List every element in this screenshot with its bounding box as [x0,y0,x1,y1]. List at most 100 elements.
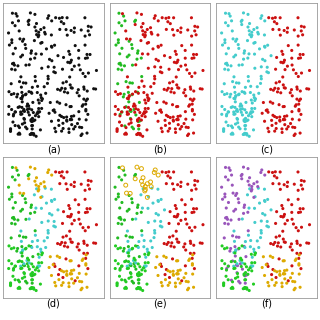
Point [126,207,132,212]
Point [262,273,267,278]
Point [6,266,11,271]
Point [142,34,147,39]
Point [252,252,257,257]
Point [156,273,161,278]
Point [222,37,228,42]
Point [169,240,174,245]
Point [153,111,158,116]
Point [148,184,154,189]
Point [83,56,88,61]
Point [165,268,171,273]
Point [136,107,141,112]
Point [242,91,247,96]
Point [252,98,257,103]
Point [34,28,39,33]
Point [132,176,138,181]
Point [230,79,235,84]
Point [254,25,260,30]
Point [232,266,237,271]
Point [230,233,235,238]
Point [39,106,44,111]
Point [152,74,157,79]
Point [87,32,92,37]
Point [246,205,252,211]
Point [113,89,118,94]
Point [117,61,123,66]
Point [11,266,16,271]
Point [134,132,139,137]
Point [124,279,129,284]
Point [138,131,143,136]
Point [186,132,191,137]
Point [162,207,167,212]
Point [39,220,44,225]
Point [230,125,235,130]
Point [258,81,263,86]
Point [231,109,236,115]
Point [31,110,36,115]
Point [168,209,173,214]
Point [276,181,282,186]
Point [251,92,256,98]
Point [235,117,240,122]
Point [17,190,22,196]
Point [244,132,250,138]
Point [241,57,246,62]
Point [68,28,74,33]
Point [244,264,249,269]
Point [116,246,121,251]
Point [183,48,188,53]
Point [55,100,60,105]
Point [262,44,267,49]
Point [174,117,180,122]
Point [232,250,237,255]
Point [43,186,48,191]
Point [127,262,132,268]
Point [32,38,37,43]
Point [83,210,88,215]
Point [172,214,177,219]
Point [265,219,270,224]
Point [84,206,90,211]
Point [232,244,237,249]
Point [285,64,290,69]
Point [136,91,141,96]
Point [75,275,80,280]
Point [192,183,197,188]
Point [138,118,143,124]
Point [150,245,155,250]
Point [23,279,28,284]
Point [285,184,290,189]
Point [175,182,180,187]
Point [295,169,300,174]
Point [128,270,133,275]
Point [66,49,71,54]
Point [6,185,11,190]
Point [52,107,57,112]
Point [122,124,127,129]
Point [133,267,139,272]
Point [185,182,190,187]
Point [29,285,34,290]
Point [65,187,70,192]
Point [11,112,16,117]
Point [170,102,175,107]
Point [282,239,287,244]
Point [12,217,17,222]
Point [69,114,74,119]
Point [117,112,123,117]
Point [191,97,196,102]
Point [277,79,282,84]
Point [187,102,192,107]
Point [278,187,283,192]
Point [246,74,251,79]
Point [248,84,253,89]
Point [39,249,44,254]
Point [121,13,126,19]
Point [125,74,130,79]
Point [125,96,130,101]
Point [77,279,82,284]
Point [282,58,287,63]
Point [10,20,15,25]
Point [71,268,76,273]
